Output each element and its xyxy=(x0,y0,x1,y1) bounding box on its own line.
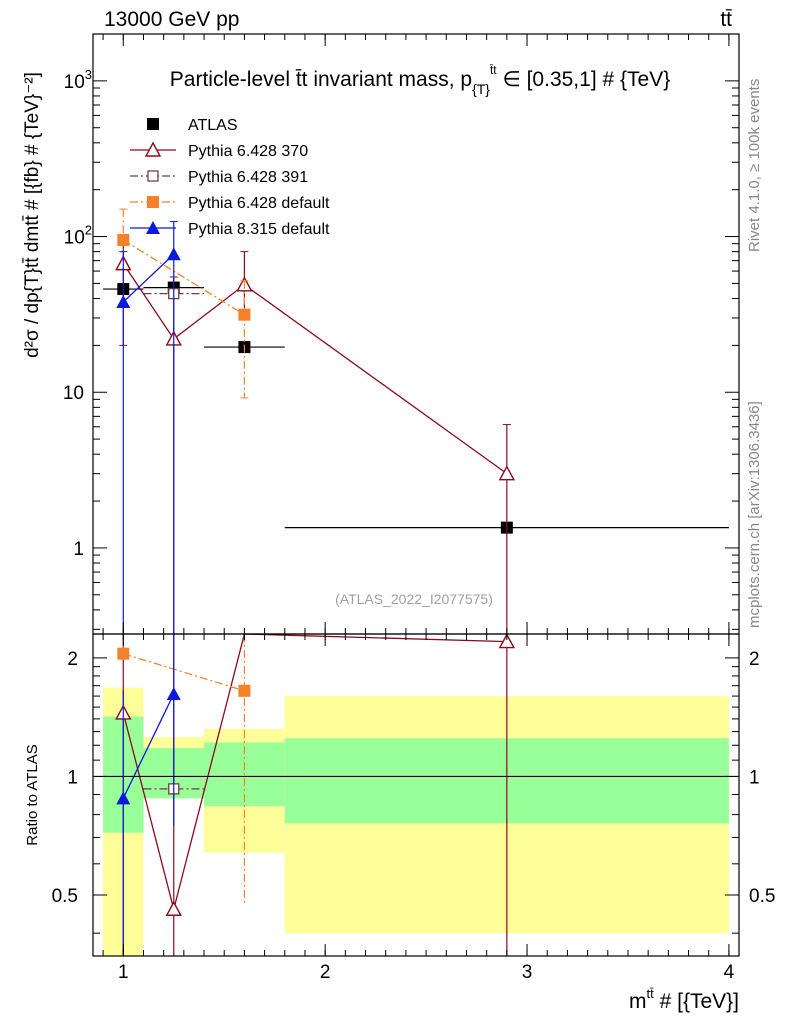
legend-marker xyxy=(147,196,159,208)
axis-ticks: 1 2 3 4 1 10 102 103 0.5 0.5 1 1 2 2 xyxy=(52,33,775,983)
x-tick-label: 1 xyxy=(118,962,129,983)
ratio-point xyxy=(238,684,251,697)
series-line-ratio xyxy=(122,633,507,910)
series-line-ratio xyxy=(123,653,245,692)
legend-marker xyxy=(147,118,159,130)
y-axis-label-ratio: Ratio to ATLAS xyxy=(24,744,41,845)
rivet-label: Rivet 4.1.0, ≥ 100k events xyxy=(746,79,763,252)
series-line-ratio xyxy=(122,693,175,799)
legend-label: Pythia 6.428 370 xyxy=(188,143,308,160)
series-line-main xyxy=(122,239,245,316)
x-tick-label: 3 xyxy=(522,962,533,983)
header-right: tt̄ xyxy=(720,8,732,31)
legend-label: Pythia 6.428 default xyxy=(188,195,330,212)
ratio-tick-label-left: 0.5 xyxy=(52,886,78,907)
legend-marker xyxy=(147,170,159,182)
legend-marker xyxy=(146,221,160,234)
ratio-point xyxy=(116,791,131,805)
x-tick-label: 2 xyxy=(320,962,331,983)
y-axis-label-main: d²σ / dp{T}tt̄ dmtt̄ # [{fb} # {TeV}⁻²] xyxy=(22,72,43,358)
y-tick-label: 10 xyxy=(63,383,84,404)
ratio-tick-label-right: 1 xyxy=(749,767,760,788)
watermark: (ATLAS_2022_I2077575) xyxy=(335,591,493,607)
main-series xyxy=(103,208,729,634)
ratio-plot-frame xyxy=(92,633,740,957)
ratio-point xyxy=(117,647,130,660)
ratio-point xyxy=(498,633,516,649)
ratio-bands xyxy=(103,687,729,956)
mcplots-label: mcplots.cern.ch [arXiv:1306.3436] xyxy=(746,401,763,628)
legend-label: Pythia 8.315 default xyxy=(188,221,330,238)
legend: ATLAS Pythia 6.428 370 Pythia 6.428 391 Pyt… xyxy=(130,117,330,238)
x-tick-label: 4 xyxy=(724,962,735,983)
ratio-tick-label-left: 2 xyxy=(67,649,78,670)
plot-title: Particle-level t̄t invariant mass, p{T}t… xyxy=(170,63,670,97)
y-tick-label: 102 xyxy=(64,223,92,249)
ratio-point xyxy=(165,900,182,916)
ratio-point xyxy=(166,686,181,700)
series-line-main xyxy=(122,253,175,303)
y-tick-label: 103 xyxy=(64,67,92,93)
series-point xyxy=(166,247,181,261)
legend-label: Pythia 6.428 391 xyxy=(188,169,308,186)
ratio-series xyxy=(115,633,516,956)
legend-marker xyxy=(144,141,162,157)
legend-label: ATLAS xyxy=(188,117,238,134)
series-point xyxy=(498,465,516,481)
ratio-tick-label-right: 2 xyxy=(749,649,760,670)
series-point xyxy=(238,308,251,321)
header-left: 13000 GeV pp xyxy=(104,8,239,31)
ratio-tick-label-left: 1 xyxy=(67,767,78,788)
series-line-main xyxy=(122,263,508,475)
series-point xyxy=(117,234,130,247)
ratio-tick-label-right: 0.5 xyxy=(749,886,775,907)
x-axis-label: mtt̄ # [{TeV}] xyxy=(629,986,739,1013)
series-point xyxy=(116,294,131,308)
y-tick-label: 1 xyxy=(73,539,84,560)
